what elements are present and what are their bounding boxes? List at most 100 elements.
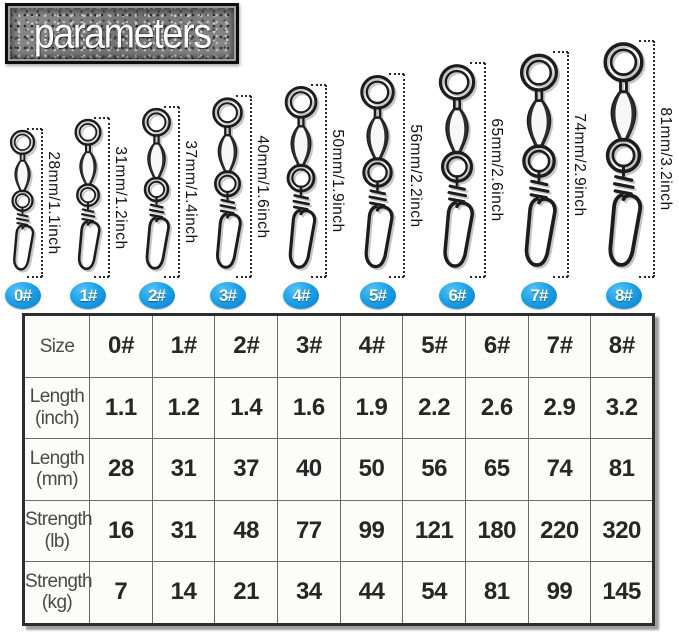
spec-table: Size 0# 1# 2# 3# 4# 5# 6# 7# 8# Length (inch) 1.1 1.2… xyxy=(22,313,655,626)
top-ring-outer xyxy=(284,85,318,119)
value-cell: 65 xyxy=(464,438,529,501)
top-ring-inner xyxy=(146,112,167,133)
top-ring-outer xyxy=(142,107,171,137)
swivel-figure-8: 8# 81mm/3.2inch xyxy=(594,40,675,309)
value-cell: 1.2 xyxy=(151,376,216,439)
value-cell: 99 xyxy=(339,499,404,562)
snap-clip xyxy=(77,220,101,271)
value-cell: 21 xyxy=(214,561,278,625)
value-cell: 1.6 xyxy=(276,376,341,439)
col-header-cell: 5# xyxy=(402,314,466,378)
top-ring-outer xyxy=(519,53,559,92)
col-header-cell: 7# xyxy=(527,314,592,378)
snap-column: 4# xyxy=(277,85,325,309)
bottom-ring-inner xyxy=(147,180,166,199)
value-cell: 16 xyxy=(89,499,153,562)
size-badge: 3# xyxy=(209,282,246,309)
size-badge-label: 0# xyxy=(14,286,32,305)
dimension-label: 50mm/1.9inch xyxy=(329,129,346,233)
col-header-cell: 2# xyxy=(214,314,278,378)
coil xyxy=(148,203,165,219)
col-header-cell: 6# xyxy=(464,314,529,378)
top-ring-outer xyxy=(9,129,36,155)
value-cell: 2.6 xyxy=(464,376,529,439)
snap-column: 5# xyxy=(352,74,403,309)
value-cell: 99 xyxy=(527,561,592,625)
size-badge: 0# xyxy=(4,282,41,309)
value-cell: 1.9 xyxy=(339,376,404,439)
value-cell: 14 xyxy=(151,561,216,625)
value-cell: 81 xyxy=(590,438,654,501)
coil xyxy=(80,208,96,223)
dimension-label: 81mm/3.2inch xyxy=(657,107,674,211)
row-label-cell: Size xyxy=(23,314,90,378)
swivel-figure-3: 3# 40mm/1.6inch xyxy=(205,95,272,309)
value-cell: 31 xyxy=(151,438,216,501)
dimension-label: 65mm/2.6inch xyxy=(488,118,505,222)
value-cell: 320 xyxy=(590,499,654,562)
swivel-snap-illustration xyxy=(74,118,102,271)
coil xyxy=(368,189,388,207)
col-header-cell: 8# xyxy=(590,314,654,378)
col-header-cell: 3# xyxy=(276,314,341,378)
swivel-snap-illustration xyxy=(212,97,243,269)
top-ring-inner xyxy=(444,69,470,95)
col-header-cell: 1# xyxy=(151,314,216,378)
size-badge-label: 6# xyxy=(448,286,467,305)
top-ring-inner xyxy=(217,102,238,124)
neck xyxy=(224,125,231,137)
dimension-line: 74mm/2.9inch xyxy=(553,51,589,278)
dimension-label: 28mm/1.1inch xyxy=(45,151,62,255)
size-badge-label: 2# xyxy=(148,286,166,305)
top-ring-inner xyxy=(78,123,98,142)
value-cell: 81 xyxy=(464,561,529,625)
coil xyxy=(613,175,635,196)
swivel-snap-illustration xyxy=(284,85,318,269)
bottom-ring-inner xyxy=(79,187,97,204)
snap-column: 2# xyxy=(135,107,178,309)
value-cell: 50 xyxy=(339,438,404,501)
coil xyxy=(292,194,310,211)
value-cell: 2.9 xyxy=(527,376,592,439)
snap-column: 7# xyxy=(511,52,567,309)
snap-clip xyxy=(364,204,394,269)
value-cell: 40 xyxy=(276,438,341,501)
size-badge: 2# xyxy=(138,282,175,309)
dimension-label: 37mm/1.4inch xyxy=(182,140,199,244)
snap-clip xyxy=(13,224,35,271)
value-cell: 77 xyxy=(276,499,341,562)
bottom-ring-inner xyxy=(15,193,30,209)
dimension-line: 40mm/1.6inch xyxy=(236,95,272,278)
value-cell: 28 xyxy=(89,438,153,501)
banner-title: parameters xyxy=(33,9,212,57)
col-header-cell: 4# xyxy=(339,314,404,378)
swivel-snap-illustration xyxy=(438,64,476,268)
swivel-snap-illustration xyxy=(9,129,36,271)
table-row: Strength (kg) 7 14 21 34 44 54 81 99 145 xyxy=(23,561,654,625)
snap-clip xyxy=(608,193,643,267)
snap-clip xyxy=(216,212,242,269)
col-header-cell: 0# xyxy=(89,314,153,378)
bottom-ring-inner xyxy=(527,149,551,173)
size-badge: 6# xyxy=(439,282,475,309)
bottom-ring-inner xyxy=(446,155,468,178)
value-cell: 54 xyxy=(402,561,466,625)
snap-clip xyxy=(443,200,474,268)
value-cell: 3.2 xyxy=(590,376,654,439)
dimension-label: 74mm/2.9inch xyxy=(571,112,588,217)
swivel-figure-0: 0# 28mm/1.1inch xyxy=(4,128,63,309)
spec-table-container: Size 0# 1# 2# 3# 4# 5# 6# 7# 8# Length (inch) 1.1 1.2… xyxy=(22,313,655,626)
top-ring-inner xyxy=(289,91,313,114)
snap-column: 1# xyxy=(68,118,108,309)
size-badge: 4# xyxy=(283,282,319,309)
row-label-cell: Length (inch) xyxy=(23,376,90,439)
value-cell: 2.2 xyxy=(402,376,466,439)
top-ring-outer xyxy=(360,75,395,110)
top-ring-outer xyxy=(212,97,243,128)
swivel-figure-1: 1# 31mm/1.2inch xyxy=(68,117,130,309)
swivel-snap-illustration xyxy=(519,53,559,267)
coil xyxy=(529,179,550,200)
top-ring-outer xyxy=(74,118,102,146)
snap-column: 3# xyxy=(205,96,250,309)
